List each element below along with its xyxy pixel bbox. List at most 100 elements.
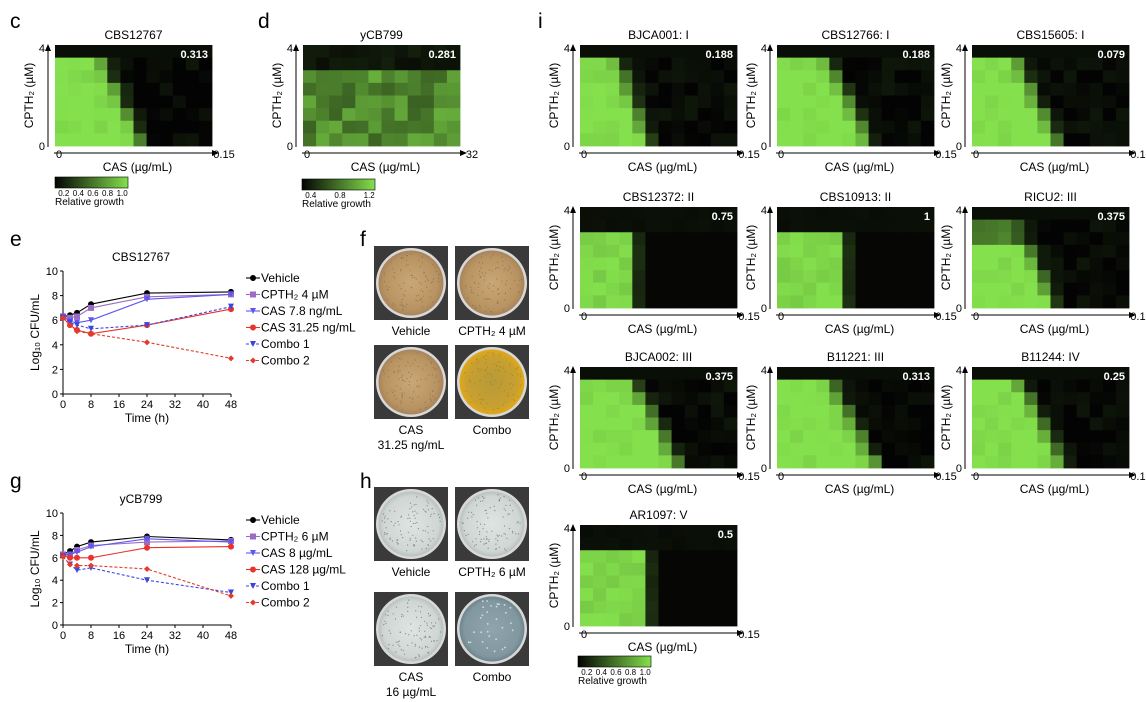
heatmap-cell bbox=[433, 70, 448, 84]
heatmap-cell bbox=[580, 392, 594, 406]
heatmap-cell bbox=[829, 379, 843, 393]
heatmap-cell bbox=[342, 120, 356, 134]
heatmap-cell bbox=[803, 219, 817, 233]
heatmap-cell bbox=[580, 442, 594, 456]
colony-speck bbox=[501, 256, 503, 258]
heatmap-cell bbox=[1063, 379, 1078, 393]
heatmap-cell bbox=[1063, 133, 1078, 147]
heatmap-y-arrow bbox=[962, 44, 968, 51]
colony-speck bbox=[411, 287, 413, 289]
heatmap-cell bbox=[316, 133, 330, 147]
heatmap-cell bbox=[671, 430, 686, 444]
heatmap-cell bbox=[868, 282, 883, 296]
heatmap-cell bbox=[671, 133, 686, 147]
heatmap-x-tick: 0.15 bbox=[738, 629, 759, 641]
colony-speck bbox=[396, 385, 398, 387]
heatmap-cell bbox=[998, 379, 1012, 393]
data-point bbox=[67, 314, 73, 321]
heatmap-x-tick: 0.15 bbox=[1130, 471, 1146, 483]
heatmap-cell bbox=[671, 455, 686, 469]
heatmap-cell bbox=[723, 244, 738, 258]
heatmap-y-tick: 4 bbox=[564, 365, 570, 377]
heatmap-cell bbox=[710, 600, 725, 614]
heatmap-cell bbox=[1102, 379, 1117, 393]
colony-speck bbox=[476, 504, 478, 506]
heatmap-cell bbox=[671, 600, 686, 614]
colony-speck bbox=[426, 624, 428, 627]
heatmap-y-arrow bbox=[767, 206, 773, 213]
colony-speck bbox=[386, 289, 388, 291]
colony-speck bbox=[497, 361, 499, 363]
heatmap-cell bbox=[972, 282, 986, 296]
heatmap-cell bbox=[777, 392, 791, 406]
colony-speck bbox=[416, 512, 418, 514]
heatmap-cell bbox=[684, 392, 699, 406]
colony-speck bbox=[497, 369, 499, 371]
colony-speck bbox=[421, 301, 423, 303]
y-tick-label: 10 bbox=[46, 266, 58, 278]
heatmap-x-tick: 0 bbox=[973, 311, 979, 323]
x-axis-label: Time (h) bbox=[125, 642, 169, 656]
y-tick-label: 6 bbox=[52, 315, 58, 327]
colony-speck bbox=[488, 269, 490, 271]
heatmap-cell bbox=[1024, 232, 1038, 246]
heatmap-cell bbox=[81, 95, 95, 109]
colony-speck bbox=[438, 380, 440, 382]
heatmap-cell bbox=[1050, 207, 1064, 221]
colony-speck bbox=[497, 302, 499, 304]
colony-speck bbox=[481, 614, 484, 617]
data-point bbox=[74, 554, 80, 561]
colony-speck bbox=[501, 280, 503, 282]
heatmap-cell bbox=[842, 70, 856, 84]
heatmap-cell bbox=[907, 257, 922, 271]
heatmap-cell bbox=[1115, 82, 1130, 96]
colony-speck bbox=[409, 376, 411, 378]
heatmap-cell bbox=[855, 442, 869, 456]
heatmap-cell bbox=[777, 367, 791, 381]
heatmap-cell bbox=[710, 575, 725, 589]
colony-speck bbox=[392, 644, 394, 647]
heatmap-cell bbox=[1089, 430, 1104, 444]
heatmap-cell bbox=[697, 367, 712, 381]
colony-speck bbox=[516, 368, 518, 370]
heatmap-ylabel: CPTH₂ (µM) bbox=[744, 385, 758, 451]
heatmap-cell bbox=[998, 430, 1012, 444]
colony-speck bbox=[404, 290, 406, 292]
heatmap-cell bbox=[723, 270, 738, 284]
heatmap-ylabel: CPTH₂ (µM) bbox=[547, 543, 561, 609]
colony-speck bbox=[432, 530, 434, 532]
heatmap-cell bbox=[1037, 430, 1051, 444]
colony-speck bbox=[505, 282, 507, 285]
colony-speck bbox=[427, 502, 429, 504]
x-tick-label: 24 bbox=[141, 630, 153, 642]
data-point bbox=[250, 291, 256, 298]
heatmap-cell bbox=[684, 120, 699, 134]
colony-speck bbox=[414, 643, 416, 646]
colony-speck bbox=[503, 604, 506, 606]
heatmap-cell bbox=[777, 133, 791, 147]
heatmap-cell bbox=[684, 367, 699, 381]
colony-speck bbox=[519, 279, 521, 281]
colony-speck bbox=[517, 521, 519, 523]
colony-speck bbox=[433, 513, 435, 515]
data-point bbox=[144, 544, 150, 551]
heatmap-cell bbox=[1063, 455, 1078, 469]
heatmap-cell bbox=[790, 95, 804, 109]
heatmap-cell bbox=[710, 232, 725, 246]
panel-letter-d: d bbox=[258, 10, 270, 33]
heatmap-cell bbox=[172, 95, 187, 109]
heatmap-cell bbox=[881, 120, 896, 134]
colony-speck bbox=[427, 544, 430, 546]
colony-speck bbox=[480, 541, 482, 543]
colony-speck bbox=[400, 516, 402, 518]
heatmap-cell bbox=[68, 133, 82, 147]
heatmap-cell bbox=[68, 120, 82, 134]
heatmap-cell bbox=[671, 575, 686, 589]
heatmap-value-label: 1 bbox=[924, 211, 930, 223]
heatmap-cell bbox=[316, 57, 330, 71]
heatmap-cell bbox=[842, 82, 856, 96]
heatmap-cell bbox=[1050, 108, 1064, 122]
heatmap-cell bbox=[658, 550, 672, 564]
